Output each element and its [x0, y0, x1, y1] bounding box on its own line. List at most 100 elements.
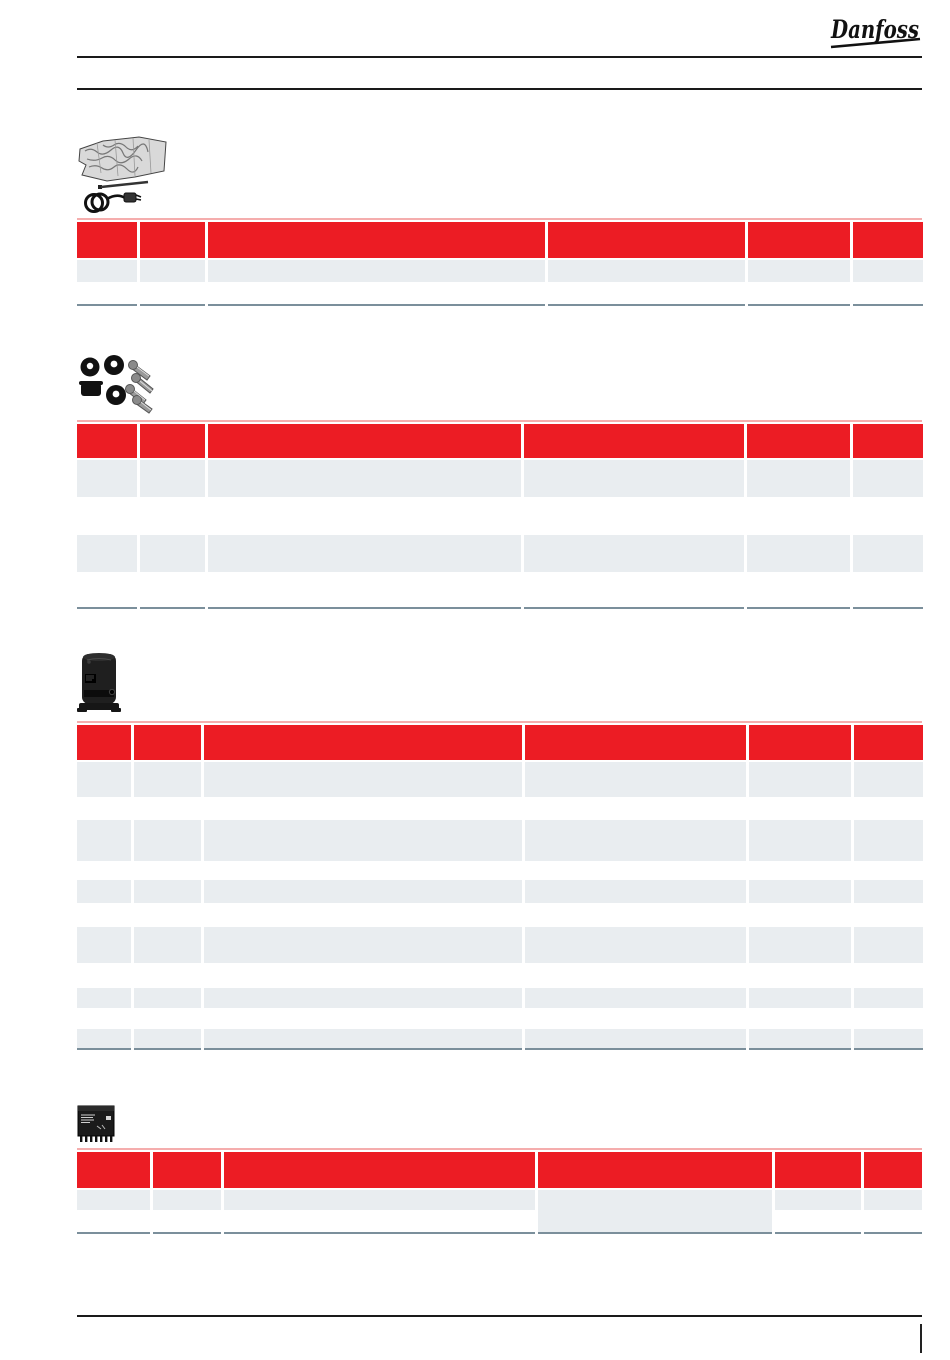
table-cell — [77, 927, 131, 963]
table-cell — [854, 762, 923, 797]
footer-rule — [77, 1315, 922, 1317]
table-topline — [77, 420, 922, 422]
table-cell — [140, 260, 205, 282]
table-bottom-border-segment — [208, 607, 521, 609]
grommet-kit-image — [77, 355, 922, 415]
insulation-kit-image — [77, 135, 922, 218]
table-bottom-border-segment — [77, 1232, 150, 1234]
table-bottom-border-segment — [140, 304, 205, 306]
insulation-kit-illustration — [78, 136, 167, 213]
page-number-mark — [920, 1324, 922, 1353]
header-rule-top — [77, 56, 922, 58]
table-cell — [77, 1190, 150, 1210]
table-topline — [77, 218, 922, 220]
table-cell — [77, 535, 137, 572]
table-bottom-border-segment — [134, 1048, 201, 1050]
header-cell — [854, 725, 923, 760]
table-cell — [204, 1029, 522, 1048]
table-header-row — [77, 725, 923, 760]
header-cell — [864, 1152, 922, 1188]
table-row — [77, 820, 923, 861]
table-row — [77, 927, 923, 963]
table-cell — [525, 927, 746, 963]
table-cell — [853, 535, 923, 572]
table-bottom-border — [77, 1232, 922, 1234]
table-cell — [204, 988, 522, 1008]
header-cell — [204, 725, 522, 760]
table-cell — [134, 880, 201, 903]
table-cell — [749, 927, 851, 963]
product-table-4 — [77, 1148, 922, 1234]
table-header-row — [77, 1152, 922, 1188]
header-cell — [224, 1152, 535, 1188]
table-cell — [204, 927, 522, 963]
table-header-row — [77, 222, 923, 258]
table-cell — [749, 988, 851, 1008]
relay-module-illustration — [77, 1105, 115, 1142]
header-cell — [208, 222, 545, 258]
table-bottom-border-segment — [153, 1232, 221, 1234]
table-bottom-border-segment — [524, 607, 744, 609]
header-cell — [77, 424, 137, 458]
header-cell — [140, 222, 205, 258]
section-grommet-kit — [77, 355, 923, 609]
header-cell — [208, 424, 521, 458]
header-cell — [538, 1152, 772, 1188]
table-header-row — [77, 424, 923, 458]
content — [77, 0, 923, 1360]
table-cell — [208, 260, 545, 282]
header-cell — [153, 1152, 221, 1188]
table-cell — [140, 535, 205, 572]
header-cell — [548, 222, 745, 258]
table-bottom-border-segment — [864, 1232, 922, 1234]
table-cell — [748, 260, 850, 282]
table-cell — [525, 1029, 746, 1048]
table-cell — [77, 988, 131, 1008]
table-cell — [77, 820, 131, 861]
table-cell — [854, 880, 923, 903]
starting-device-image — [77, 650, 922, 715]
table-cell — [204, 880, 522, 903]
header-cell — [134, 725, 201, 760]
table-cell — [77, 460, 137, 497]
table-bottom-border-segment — [140, 607, 205, 609]
table-cell — [747, 460, 850, 497]
table-cell — [747, 535, 850, 572]
table-bottom-border-segment — [853, 304, 923, 306]
table-cell — [134, 820, 201, 861]
table-cell — [524, 535, 744, 572]
table-cell — [134, 762, 201, 797]
table-cell — [77, 260, 137, 282]
table-row — [77, 260, 923, 282]
table-topline — [77, 721, 922, 723]
table-cell — [208, 535, 521, 572]
table-bottom-border-segment — [548, 304, 745, 306]
table-cell — [204, 820, 522, 861]
product-table-2 — [77, 420, 923, 609]
danfoss-logo: Danfoss — [830, 15, 921, 49]
table-row — [77, 1190, 922, 1232]
header-cell — [775, 1152, 861, 1188]
table-bottom-border-segment — [77, 1048, 131, 1050]
table-cell — [854, 820, 923, 861]
table-cell — [749, 820, 851, 861]
header-cell — [140, 424, 205, 458]
table-cell — [77, 1029, 131, 1048]
section-insulation-kit — [77, 135, 923, 306]
table-bottom-border-segment — [525, 1048, 746, 1050]
header-cell — [853, 424, 923, 458]
table-cell — [854, 1029, 923, 1048]
table-cell — [749, 880, 851, 903]
header-cell — [77, 222, 137, 258]
table-row — [77, 988, 923, 1008]
table-cell — [749, 1029, 851, 1048]
section-relay-module — [77, 1105, 922, 1234]
table-cell — [749, 762, 851, 797]
header-cell — [749, 725, 851, 760]
table-cell — [204, 762, 522, 797]
table-cell — [153, 1190, 221, 1210]
table-bottom-border-segment — [208, 304, 545, 306]
product-table-1 — [77, 218, 923, 306]
table-cell — [224, 1190, 535, 1210]
